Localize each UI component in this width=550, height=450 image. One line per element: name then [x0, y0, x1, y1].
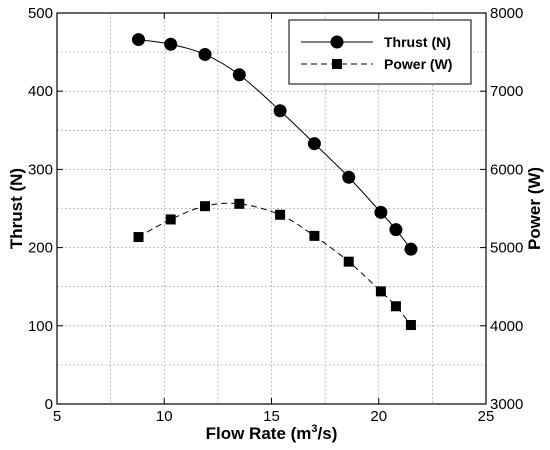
legend-box	[288, 19, 472, 85]
y-right-tick-label: 5000	[490, 240, 523, 257]
series-curves	[138, 39, 412, 326]
y-left-tick-label: 500	[28, 5, 53, 22]
power-point	[133, 232, 144, 243]
power-point	[309, 230, 320, 241]
thrust-point	[404, 242, 418, 256]
power-point	[390, 301, 401, 312]
y-right-tick-label: 3000	[490, 396, 523, 413]
x-tick-label: 15	[263, 408, 280, 425]
legend-marker-square	[332, 59, 342, 69]
power-point	[165, 214, 176, 225]
thrust-point	[307, 137, 321, 151]
y-axis-left-title: Thrust (N)	[7, 168, 26, 249]
thrust-point	[164, 37, 178, 51]
legend-label: Power (W)	[384, 56, 452, 72]
x-tick-label: 10	[156, 408, 173, 425]
legend-marker-circle	[330, 35, 344, 49]
y-left-tick-label: 200	[28, 240, 53, 257]
y-right-tick-label: 7000	[490, 83, 523, 100]
y-left-tick-label: 400	[28, 83, 53, 100]
power-point	[200, 201, 211, 212]
legend: Thrust (N) Power (W)	[288, 19, 472, 85]
series-line-thrust	[138, 39, 412, 250]
y-axis-right-title: Power (W)	[525, 167, 544, 250]
thrust-point	[389, 223, 403, 237]
thrust-point	[132, 33, 146, 47]
y-left-tick-label: 100	[28, 318, 53, 335]
power-point	[234, 198, 245, 209]
legend-label: Thrust (N)	[384, 34, 451, 50]
thrust-point	[198, 47, 212, 61]
thrust-point	[342, 170, 356, 184]
y-left-tick-label: 300	[28, 161, 53, 178]
x-tick-label: 20	[370, 408, 387, 425]
x-tick-label: 5	[53, 408, 61, 425]
series-line-power	[138, 202, 412, 326]
thrust-point	[232, 68, 246, 82]
series-markers	[132, 33, 418, 331]
x-tick-label: 25	[478, 408, 495, 425]
axis-ticks: 5 10 15 20 25 0 100 200 300 400 500 3000 4000 5000 600…	[28, 5, 523, 425]
y-left-tick-label: 0	[45, 396, 53, 413]
power-point	[343, 256, 354, 267]
y-right-tick-label: 4000	[490, 318, 523, 335]
x-axis-title: Flow Rate (m3/s)	[206, 423, 338, 443]
y-right-tick-label: 6000	[490, 161, 523, 178]
thrust-point	[273, 104, 287, 118]
power-point	[405, 320, 416, 331]
power-point	[275, 209, 286, 220]
y-right-tick-label: 8000	[490, 5, 523, 22]
thrust-point	[374, 205, 388, 219]
power-point	[375, 286, 386, 297]
